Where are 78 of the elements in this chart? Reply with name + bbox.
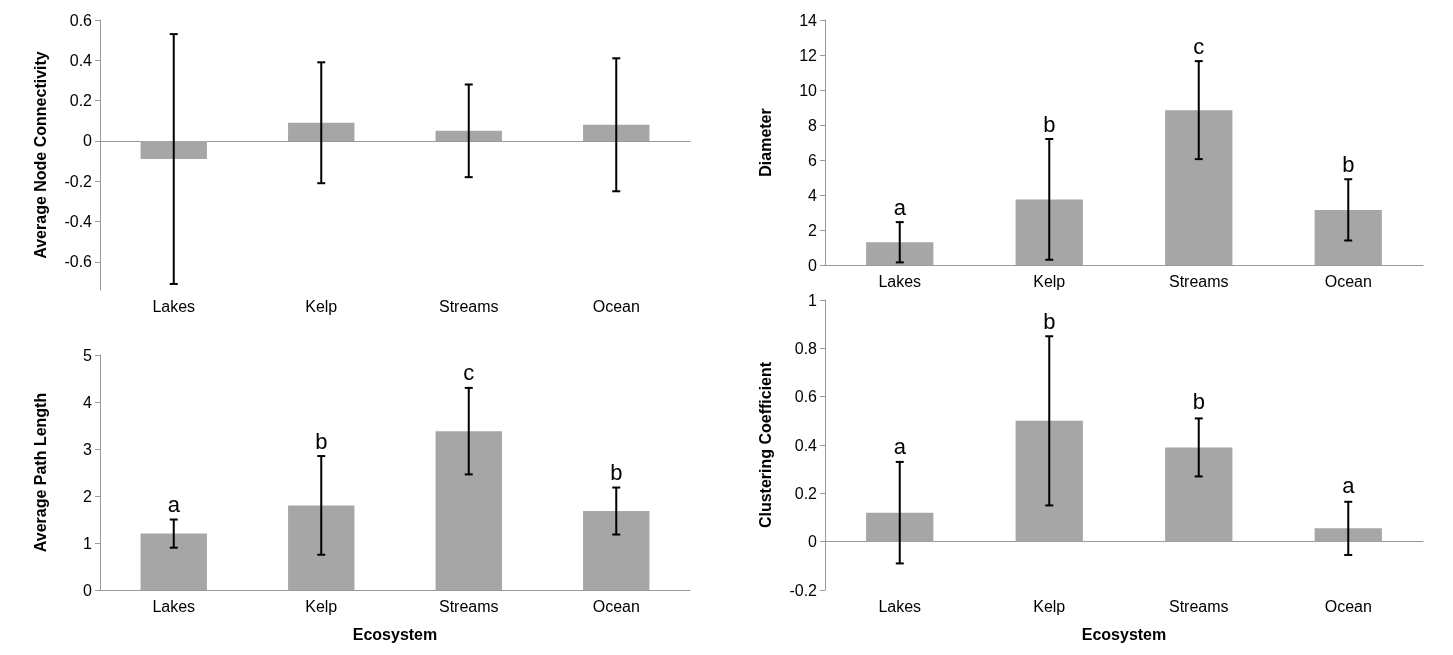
bar <box>583 124 650 141</box>
y-tick-label: 2 <box>808 221 818 239</box>
x-tick-label: Streams <box>438 297 499 315</box>
annotation: a <box>893 434 907 460</box>
x-tick-label: Kelp <box>305 297 338 315</box>
bar <box>140 140 207 160</box>
annotation: c <box>463 360 475 386</box>
y-axis-title: Average Path Length <box>31 392 49 553</box>
bar <box>435 130 502 141</box>
annotation: b <box>1342 151 1355 177</box>
y-tick-label: 3 <box>83 440 93 458</box>
y-tick-label: 0.4 <box>69 51 93 69</box>
y-tick-label: 0 <box>83 132 93 150</box>
annotation: c <box>1193 33 1205 59</box>
bar <box>1314 528 1382 542</box>
bar <box>583 511 650 590</box>
y-tick-label: 0.6 <box>69 11 93 29</box>
bar <box>288 122 355 141</box>
y-tick-label: 4 <box>83 393 93 411</box>
y-tick-label: 0 <box>808 256 818 274</box>
annotation: a <box>1342 473 1356 499</box>
y-axis-title: Average Node Connectivity <box>31 51 49 259</box>
y-tick-label: 1 <box>808 291 818 309</box>
x-tick-label: Kelp <box>1033 597 1066 615</box>
x-tick-label: Ocean <box>1324 272 1372 290</box>
y-tick-label: 2 <box>83 487 93 505</box>
y-tick-label: 6 <box>808 151 818 169</box>
y-tick-label: 0.4 <box>794 436 818 454</box>
y-tick-label: 0 <box>83 581 93 599</box>
x-tick-label: Lakes <box>878 272 922 290</box>
annotation: b <box>1192 388 1205 414</box>
y-tick-label: 8 <box>808 116 818 134</box>
annotation: a <box>893 194 907 220</box>
bar <box>288 505 355 590</box>
y-axis-title: Clustering Coefficient <box>756 361 774 529</box>
y-tick-label: 1 <box>83 534 93 552</box>
y-tick-label: 0.6 <box>794 388 818 406</box>
bar <box>1165 110 1233 265</box>
y-tick-label: -0.4 <box>64 212 93 230</box>
annotation: a <box>167 492 181 517</box>
x-axis-title: Ecosystem <box>352 625 438 643</box>
y-tick-label: -0.2 <box>789 581 818 599</box>
annotation: b <box>610 460 623 486</box>
y-axis-title: Diameter <box>756 108 774 177</box>
x-tick-label: Lakes <box>878 597 922 615</box>
y-tick-label: 0.8 <box>794 339 818 357</box>
x-tick-label: Streams <box>438 597 499 615</box>
x-tick-label: Ocean <box>1324 597 1372 615</box>
x-tick-label: Ocean <box>592 297 640 315</box>
bar <box>140 533 207 590</box>
annotation: b <box>315 428 328 454</box>
bar <box>1015 420 1083 542</box>
y-tick-label: -0.2 <box>64 172 93 190</box>
x-tick-label: Lakes <box>152 597 196 615</box>
y-tick-label: 0.2 <box>69 92 93 110</box>
x-tick-label: Streams <box>1168 272 1229 290</box>
annotation: b <box>1043 308 1056 334</box>
bar <box>866 242 934 265</box>
x-tick-label: Ocean <box>592 597 640 615</box>
y-tick-label: 4 <box>808 186 818 204</box>
annotation: b <box>1043 111 1056 137</box>
bar <box>1015 199 1083 265</box>
y-tick-label: -0.6 <box>64 253 93 271</box>
x-tick-label: Kelp <box>305 597 338 615</box>
bar <box>435 431 502 590</box>
y-tick-label: 0.2 <box>794 484 818 502</box>
y-tick-label: 14 <box>799 11 818 29</box>
y-tick-label: 12 <box>799 46 818 64</box>
y-tick-label: 0 <box>808 533 818 551</box>
x-tick-label: Lakes <box>152 297 196 315</box>
y-tick-label: 10 <box>799 81 818 99</box>
y-tick-label: 5 <box>83 346 93 364</box>
x-tick-label: Kelp <box>1033 272 1066 290</box>
x-axis-title: Ecosystem <box>1081 625 1167 643</box>
bar <box>1165 447 1233 542</box>
bar <box>1314 209 1382 265</box>
x-tick-label: Streams <box>1168 597 1229 615</box>
bar <box>866 512 934 542</box>
